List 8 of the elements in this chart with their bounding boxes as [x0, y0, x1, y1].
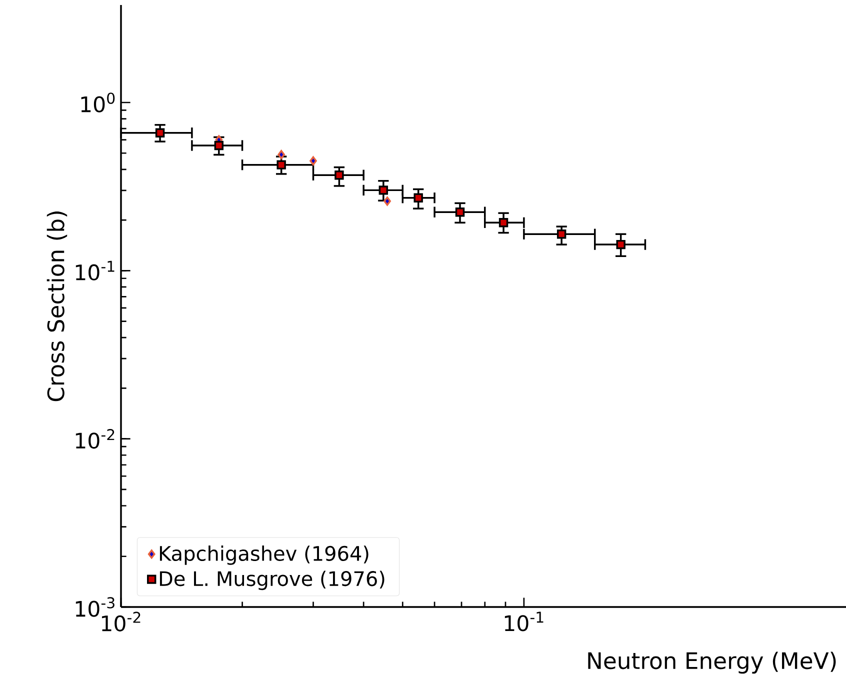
y-tick-label: 10$^{0}$ [81, 92, 115, 112]
x-axis-title: Neutron Energy (MeV) [588, 652, 836, 674]
legend-label: De L. Musgrove (1976) [160, 570, 384, 590]
y-tick-label: 10$^{-3}$ [76, 597, 114, 617]
legend-label: Kapchigashev (1964) [160, 546, 368, 565]
y-tick-label: 10$^{-2}$ [76, 428, 114, 449]
y-tick-label: 10$^{-1}$ [76, 260, 114, 280]
y-axis-title: Cross Section (b) [46, 212, 68, 402]
